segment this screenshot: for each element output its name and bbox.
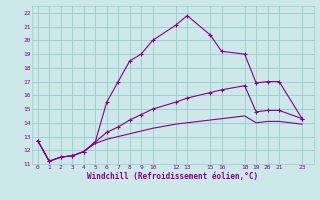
X-axis label: Windchill (Refroidissement éolien,°C): Windchill (Refroidissement éolien,°C) <box>87 172 258 181</box>
